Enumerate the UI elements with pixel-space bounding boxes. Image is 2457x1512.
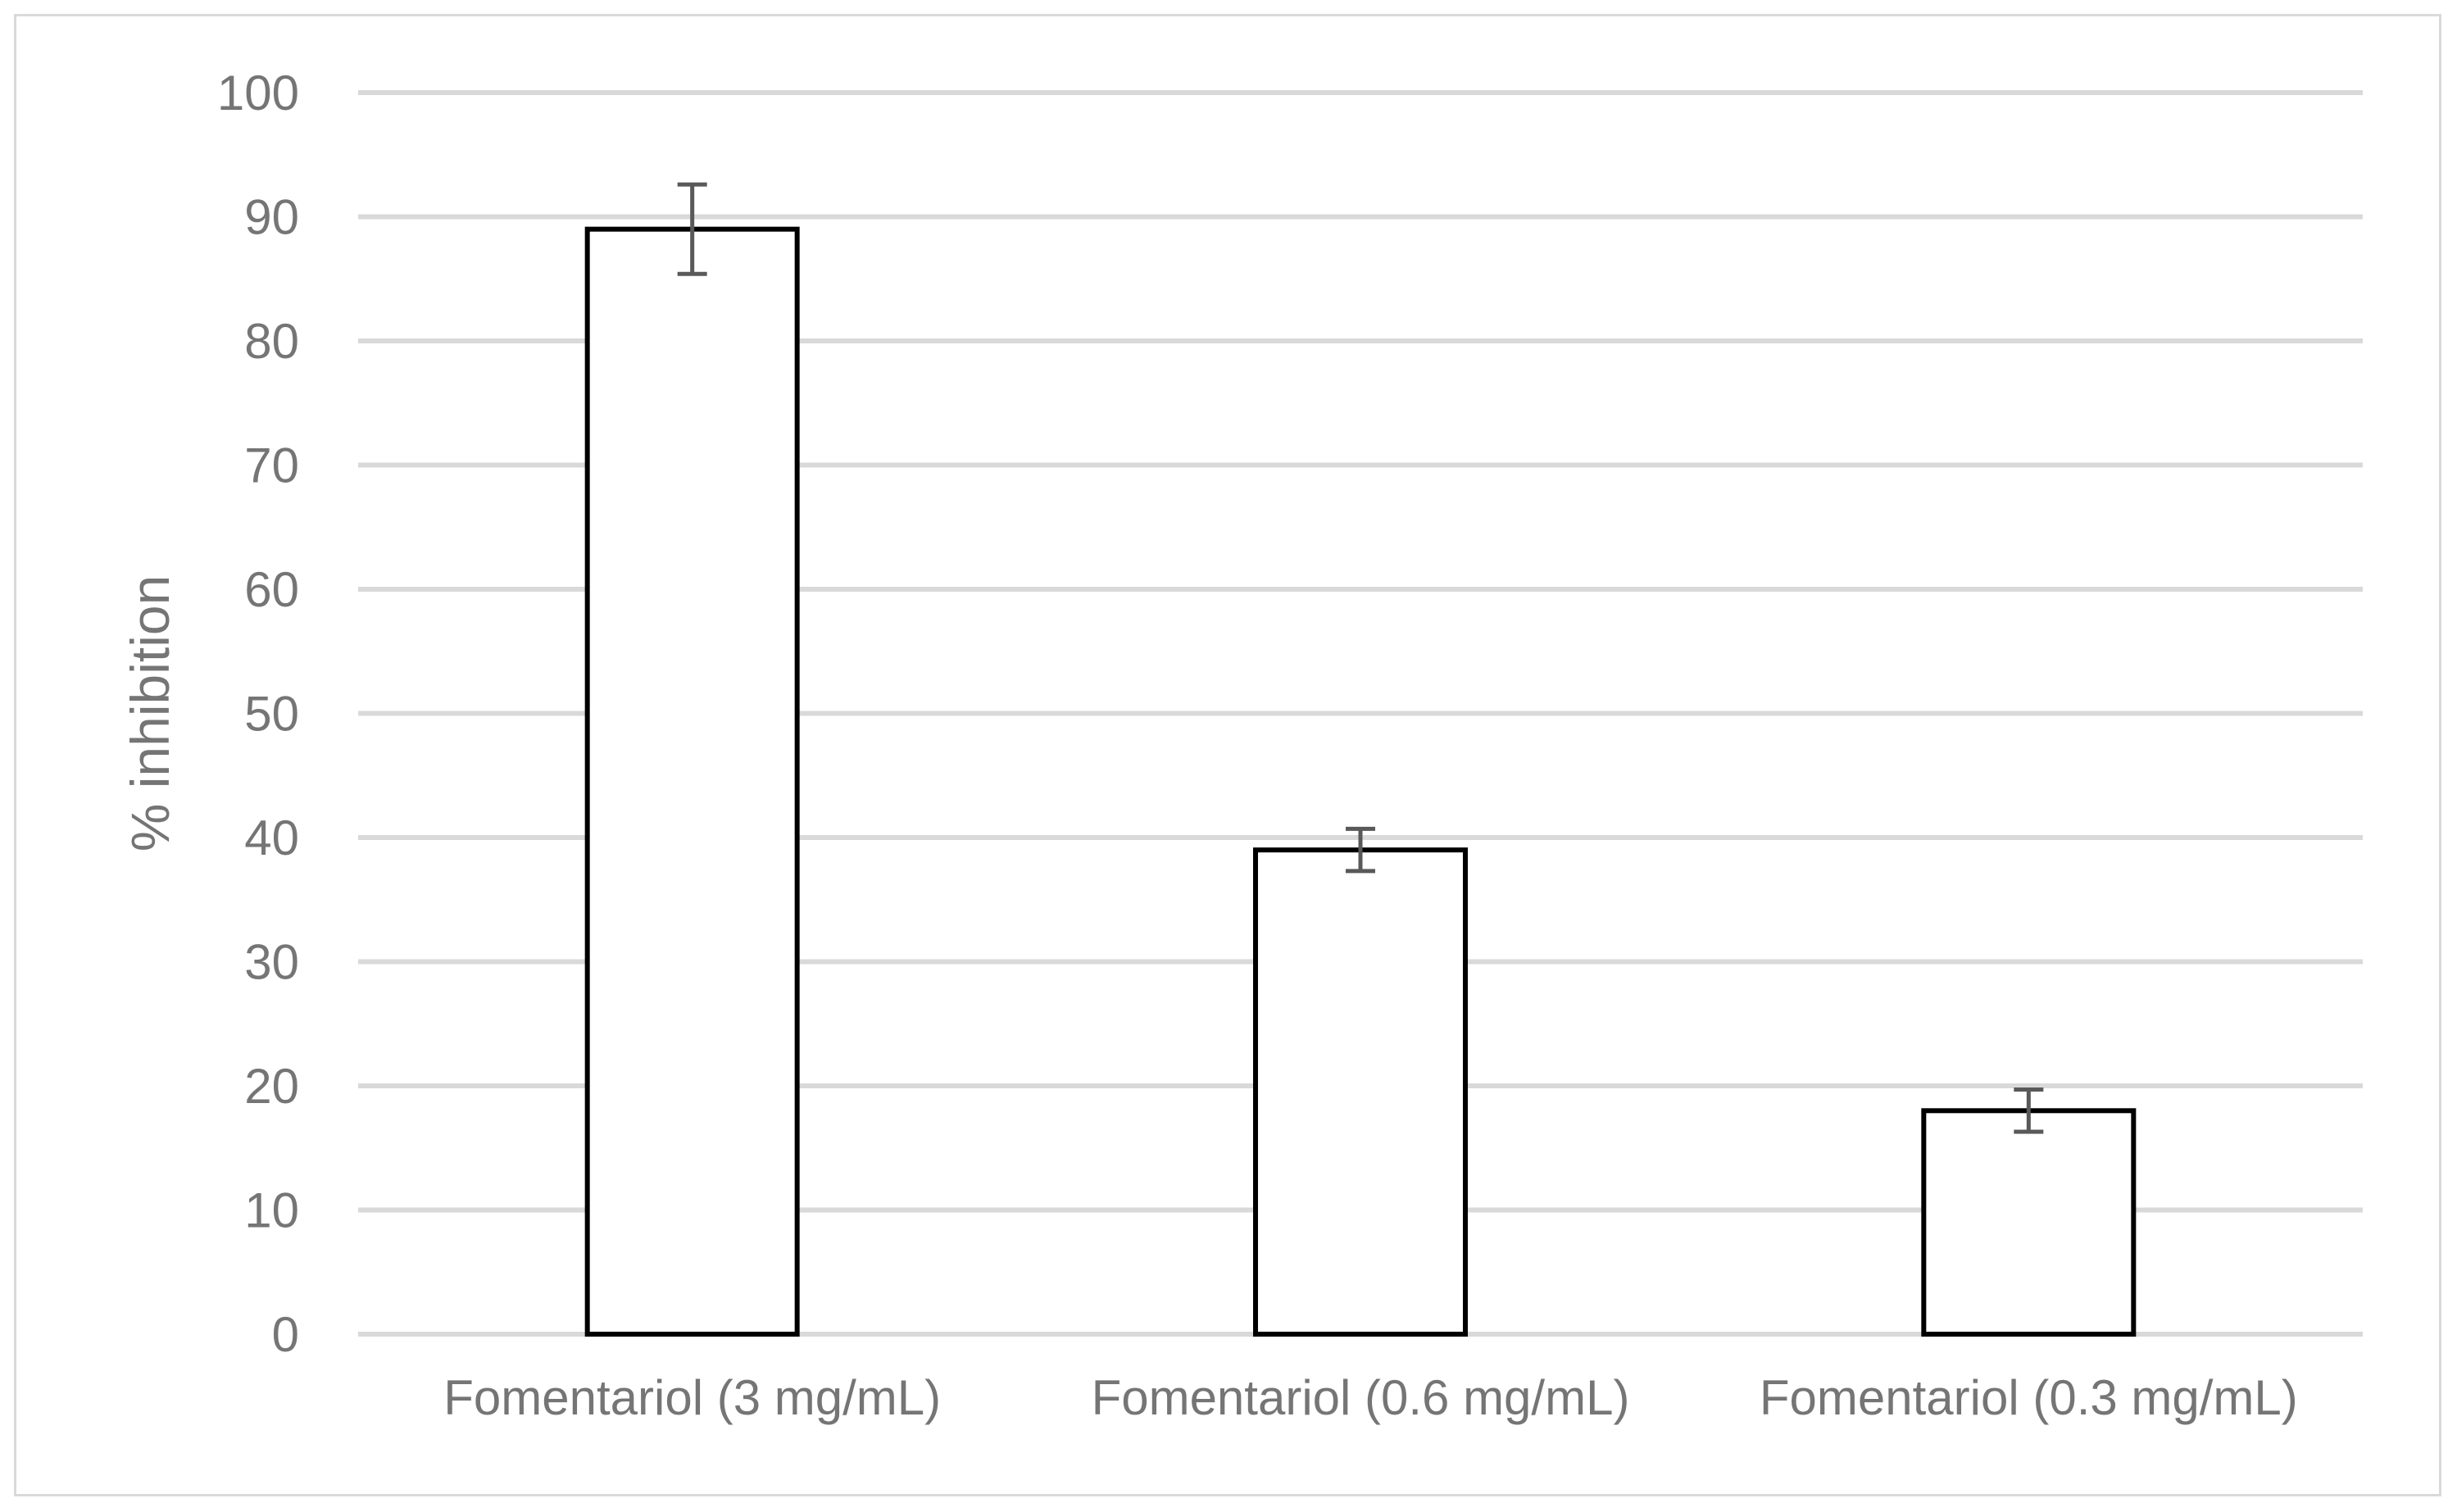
y-tick-label: 20	[244, 1059, 299, 1114]
x-tick-label: Fomentariol (0.6 mg/mL)	[1092, 1370, 1630, 1425]
x-tick-label: Fomentariol (3 mg/mL)	[443, 1370, 941, 1425]
y-tick-label: 90	[244, 190, 299, 245]
x-axis-ticks: Fomentariol (3 mg/mL) Fomentariol (0.6 mg…	[443, 1370, 2298, 1425]
y-tick-label: 10	[244, 1183, 299, 1238]
chart-frame: 0 10 20 30 40 50 60 70 80 90 100 Fomentariol (3 mg…	[14, 14, 2441, 1496]
error-bars	[677, 182, 2044, 1134]
bars	[584, 226, 2137, 1337]
y-axis-title: % inhibition	[120, 575, 180, 852]
y-tick-label: 100	[217, 66, 299, 120]
bar-chart: 0 10 20 30 40 50 60 70 80 90 100 Fomentariol (3 mg…	[120, 66, 2363, 1425]
y-tick-label: 50	[244, 687, 299, 742]
bar	[1253, 847, 1468, 1337]
y-tick-label: 0	[272, 1307, 299, 1362]
y-tick-label: 70	[244, 438, 299, 493]
y-tick-label: 40	[244, 810, 299, 865]
y-tick-label: 60	[244, 562, 299, 617]
y-axis-ticks: 0 10 20 30 40 50 60 70 80 90 100	[217, 66, 299, 1362]
bar	[1921, 1108, 2137, 1337]
y-tick-label: 30	[244, 935, 299, 990]
x-tick-label: Fomentariol (0.3 mg/mL)	[1760, 1370, 2298, 1425]
y-tick-label: 80	[244, 314, 299, 369]
bar	[584, 226, 800, 1337]
